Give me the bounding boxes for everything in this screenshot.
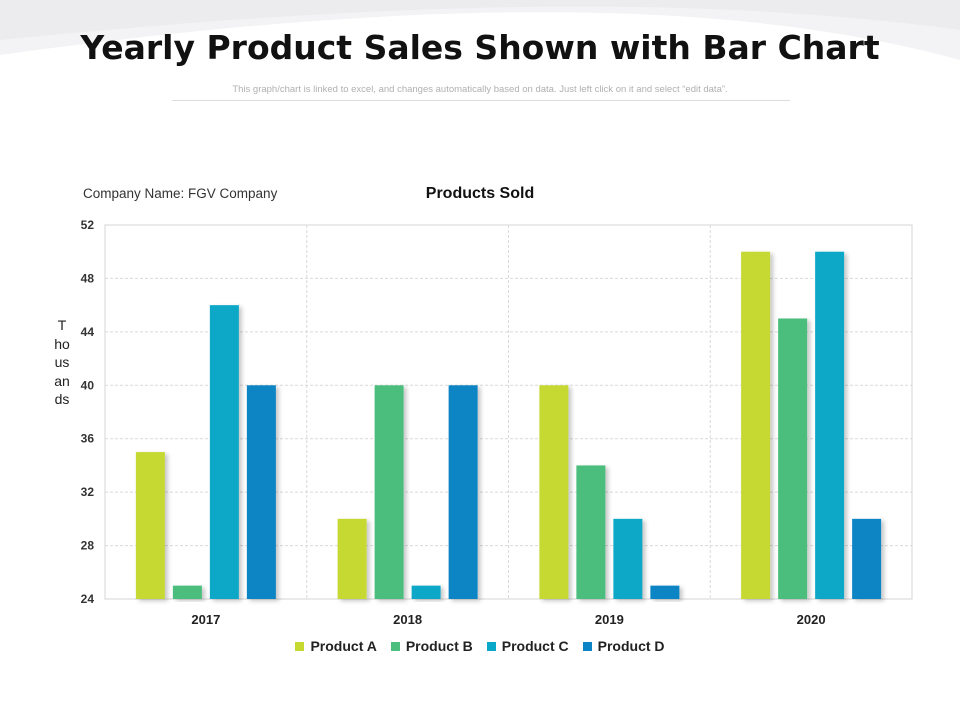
y-axis-label: Thousands	[54, 317, 70, 408]
legend-swatch	[582, 641, 592, 651]
slide-subtitle: This graph/chart is linked to excel, and…	[232, 84, 728, 95]
y-tick-label: 44	[81, 325, 95, 339]
legend-swatch	[486, 641, 496, 651]
y-tick-label: 48	[81, 271, 95, 285]
bar-product-d-2017	[246, 385, 276, 599]
bar-product-b-2017	[172, 585, 202, 599]
bar-product-b-2020	[778, 318, 808, 599]
legend-label: Product C	[501, 638, 569, 654]
bar-product-d-2020	[852, 518, 882, 599]
legend-swatch	[390, 641, 400, 651]
legend-item: Product D	[582, 638, 665, 654]
bar-product-a-2018	[337, 518, 367, 599]
y-tick-label: 32	[81, 485, 95, 499]
bar-product-d-2019	[650, 585, 680, 599]
legend-item: Product A	[295, 638, 377, 654]
x-tick-label: 2018	[393, 612, 422, 627]
x-tick-label: 2020	[797, 612, 826, 627]
company-name: Company Name: FGV Company	[83, 186, 278, 201]
y-tick-label: 28	[81, 539, 95, 553]
bar-product-c-2017	[209, 305, 239, 599]
chart-title: Products Sold	[425, 185, 535, 202]
bar-product-d-2018	[448, 385, 478, 599]
legend-item: Product C	[486, 638, 569, 654]
bar-product-c-2019	[613, 518, 643, 599]
x-tick-label: 2017	[191, 612, 220, 627]
legend-swatch	[295, 641, 305, 651]
bar-product-b-2019	[576, 465, 606, 599]
bar-product-a-2020	[741, 251, 771, 599]
bar-product-b-2018	[374, 385, 404, 599]
bar-product-a-2017	[135, 452, 165, 599]
y-tick-label: 36	[81, 432, 95, 446]
bar-product-c-2020	[815, 251, 845, 599]
y-tick-label: 40	[81, 378, 95, 392]
bar-product-c-2018	[411, 585, 441, 599]
y-tick-label: 24	[81, 592, 95, 606]
chart-legend: Product A Product B Product C Product D	[0, 638, 960, 654]
x-tick-label: 2019	[595, 612, 624, 627]
legend-label: Product B	[405, 638, 473, 654]
legend-label: Product D	[597, 638, 665, 654]
subtitle-divider	[172, 100, 790, 101]
bar-product-a-2019	[539, 385, 569, 599]
legend-item: Product B	[390, 638, 473, 654]
y-tick-label: 52	[81, 218, 95, 232]
legend-label: Product A	[310, 638, 377, 654]
slide-title: Yearly Product Sales Shown with Bar Char…	[80, 28, 880, 67]
